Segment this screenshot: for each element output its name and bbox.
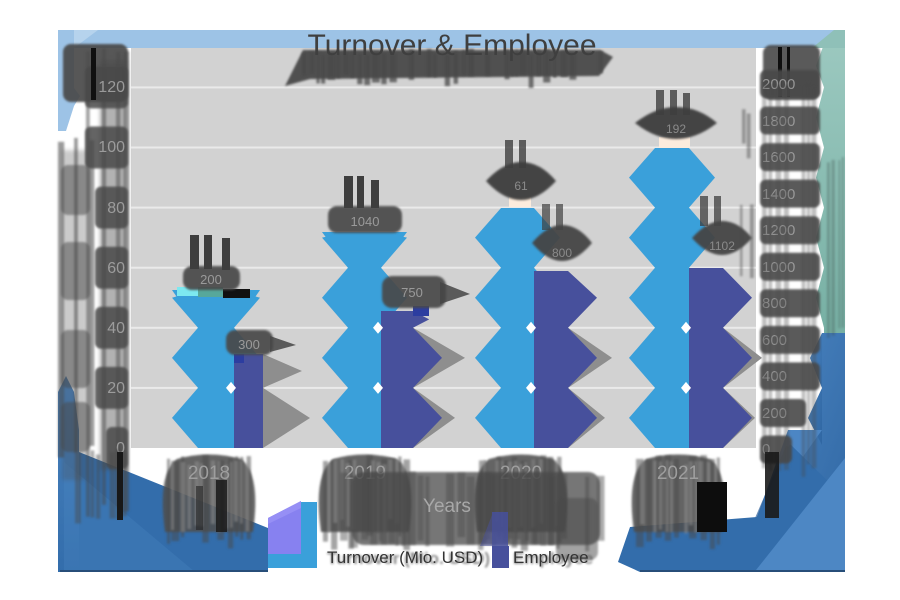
svg-text:Turnover & Employee: Turnover & Employee [307,29,596,62]
svg-text:800: 800 [552,246,572,260]
svg-text:200: 200 [200,272,222,287]
svg-text:2021: 2021 [657,463,699,484]
svg-text:300: 300 [238,337,260,352]
svg-text:100: 100 [98,139,125,156]
svg-text:192: 192 [666,122,686,136]
svg-text:120: 120 [98,79,125,96]
svg-text:61: 61 [514,179,528,193]
svg-text:Employee: Employee [513,548,589,567]
svg-text:Turnover (Mio. USD): Turnover (Mio. USD) [327,548,483,567]
svg-text:1102: 1102 [709,239,735,253]
svg-text:750: 750 [401,285,423,300]
svg-text:60: 60 [107,260,125,277]
svg-text:Years: Years [423,496,471,517]
svg-text:80: 80 [107,200,125,217]
svg-text:Employee: Employee [513,549,593,568]
svg-text:40: 40 [107,320,125,337]
svg-text:20: 20 [107,380,125,397]
svg-text:0: 0 [116,440,125,457]
svg-text:Turnover (Mio. USD): Turnover (Mio. USD) [327,549,490,568]
svg-text:1040: 1040 [351,214,380,229]
svg-text:2018: 2018 [188,463,230,484]
